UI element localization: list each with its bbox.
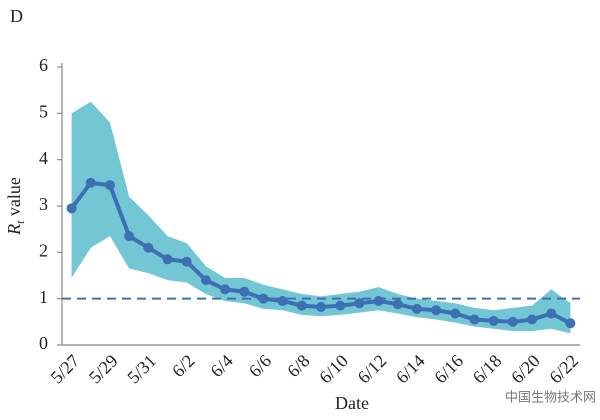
x-tick-label: 5/29 [85, 351, 122, 388]
x-tick-label: 6/18 [469, 351, 506, 388]
point [258, 293, 269, 304]
x-tick-label: 6/10 [315, 351, 352, 388]
x-tick-label: 6/4 [206, 351, 236, 381]
confidence-band [71, 101, 571, 334]
point [239, 286, 250, 297]
point [450, 308, 461, 319]
point [277, 295, 288, 306]
point [373, 295, 384, 306]
point [469, 314, 480, 325]
point [104, 180, 115, 191]
y-label-main: R [4, 224, 24, 236]
point [124, 231, 135, 242]
point [181, 256, 192, 267]
x-tick-label: 6/16 [430, 351, 467, 388]
point [85, 177, 96, 188]
x-tick-label: 6/6 [245, 351, 275, 381]
point [411, 303, 422, 314]
point [335, 300, 346, 311]
point [316, 302, 326, 313]
point [431, 305, 442, 316]
x-tick-label: 6/8 [283, 351, 313, 381]
point [220, 284, 231, 295]
panel-label: D [10, 6, 23, 26]
x-tick-label: 6/12 [354, 351, 391, 388]
point [66, 203, 77, 214]
point [488, 315, 499, 326]
point [507, 316, 518, 327]
y-tick-label: 1 [39, 287, 48, 307]
x-axis-label: Date [335, 393, 369, 413]
x-tick-label: 6/22 [545, 351, 582, 388]
point [162, 254, 173, 265]
x-tick-label: 6/14 [392, 351, 429, 388]
x-tick-label: 6/2 [168, 351, 198, 381]
x-tick-label: 5/31 [123, 351, 160, 388]
x-tick-label: 6/20 [507, 351, 544, 388]
x-tick-label: 5/27 [47, 351, 84, 388]
y-tick-label: 4 [39, 148, 48, 168]
y-label-rest: value [4, 177, 24, 220]
point [296, 300, 307, 311]
y-tick-label: 6 [39, 55, 48, 75]
y-label-sub: t [13, 220, 27, 224]
point [392, 299, 403, 310]
y-tick-label: 5 [39, 101, 48, 121]
point [527, 314, 538, 325]
watermark: 中国生物技术网 [505, 391, 596, 406]
y-tick-label: 3 [39, 194, 48, 214]
point [143, 242, 154, 253]
point [565, 318, 576, 329]
y-tick-label: 0 [39, 333, 48, 353]
point [546, 308, 557, 319]
y-axis-label: Rt value [4, 177, 27, 236]
point [354, 298, 365, 309]
point [200, 275, 211, 286]
y-tick-label: 2 [39, 240, 48, 260]
